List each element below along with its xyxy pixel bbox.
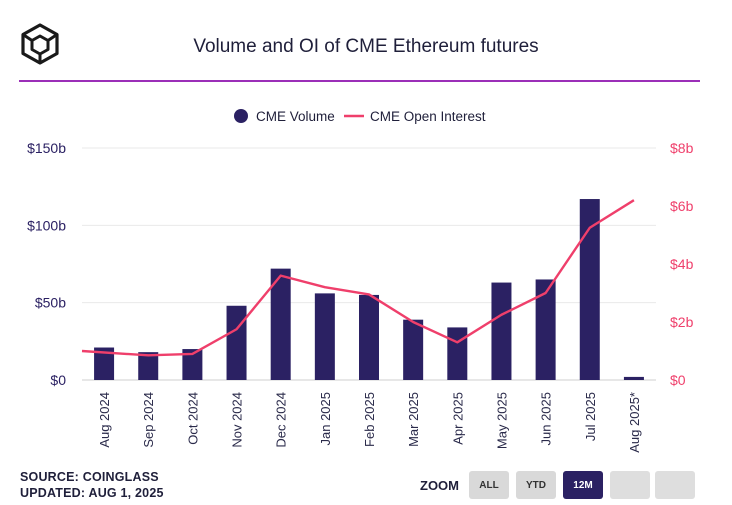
volume-bar bbox=[535, 279, 556, 380]
x-axis-tick-label: Mar 2025 bbox=[406, 392, 421, 447]
zoom-extra-button-2[interactable] bbox=[655, 471, 695, 499]
right-axis-tick-label: $0 bbox=[670, 372, 686, 388]
legend-volume-label: CME Volume bbox=[256, 109, 335, 124]
left-axis-tick-label: $100b bbox=[27, 217, 66, 233]
oi-line bbox=[81, 199, 635, 357]
source-label: SOURCE: COINGLASS bbox=[20, 470, 159, 484]
x-axis-tick-label: Aug 2024 bbox=[97, 392, 112, 448]
x-axis-tick-label: Jul 2025 bbox=[583, 392, 598, 441]
x-axis-tick-label: Feb 2025 bbox=[362, 392, 377, 447]
legend-oi-label: CME Open Interest bbox=[370, 109, 486, 124]
x-axis-tick-label: Apr 2025 bbox=[450, 392, 465, 445]
left-axis-tick-label: $0 bbox=[50, 372, 66, 388]
volume-bar bbox=[182, 349, 203, 380]
volume-bar bbox=[226, 305, 247, 380]
volume-bar bbox=[623, 376, 644, 380]
volume-bar bbox=[579, 199, 600, 380]
volume-bar bbox=[314, 293, 335, 380]
x-axis-tick-label: May 2025 bbox=[494, 392, 509, 449]
x-axis-tick-label: Dec 2024 bbox=[274, 392, 289, 448]
volume-bar bbox=[403, 319, 424, 380]
x-axis-tick-label: Jan 2025 bbox=[318, 392, 333, 446]
right-axis-tick-label: $6b bbox=[670, 198, 694, 214]
zoom-ytd-button[interactable]: YTD bbox=[516, 471, 556, 499]
x-axis-tick-label: Nov 2024 bbox=[230, 392, 245, 448]
volume-bar bbox=[94, 347, 115, 380]
footer: SOURCE: COINGLASS UPDATED: AUG 1, 2025 bbox=[20, 469, 164, 501]
volume-bar bbox=[138, 352, 159, 380]
zoom-extra-button-1[interactable] bbox=[610, 471, 650, 499]
left-axis-tick-label: $150b bbox=[27, 140, 66, 156]
logo-cube-icon bbox=[21, 23, 59, 65]
right-axis-tick-label: $8b bbox=[670, 140, 694, 156]
zoom-all-button[interactable]: ALL bbox=[469, 471, 509, 499]
title-divider bbox=[19, 80, 700, 82]
right-axis-tick-label: $2b bbox=[670, 314, 694, 330]
volume-bar bbox=[359, 294, 379, 380]
volume-bar bbox=[447, 327, 468, 380]
volume-bar bbox=[491, 282, 512, 380]
x-axis-tick-label: Oct 2024 bbox=[185, 392, 200, 445]
right-axis-tick-label: $4b bbox=[670, 256, 694, 272]
zoom-label: ZOOM bbox=[420, 478, 459, 493]
x-axis-tick-label: Aug 2025* bbox=[627, 392, 642, 453]
left-axis-tick-label: $50b bbox=[35, 295, 66, 311]
x-axis-tick-label: Sep 2024 bbox=[141, 392, 156, 448]
updated-label: UPDATED: AUG 1, 2025 bbox=[20, 486, 164, 500]
legend-volume-marker bbox=[234, 109, 248, 123]
volume-bar bbox=[270, 268, 291, 380]
x-axis-tick-label: Jun 2025 bbox=[539, 392, 554, 446]
page-title: Volume and OI of CME Ethereum futures bbox=[193, 36, 539, 57]
zoom-12m-button[interactable]: 12M bbox=[563, 471, 603, 499]
